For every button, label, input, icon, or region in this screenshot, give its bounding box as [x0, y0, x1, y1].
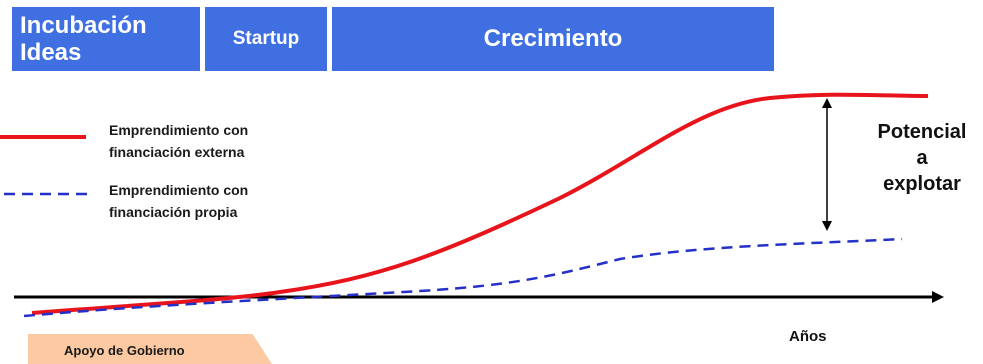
- government-support-banner: Apoyo de Gobierno: [28, 334, 272, 364]
- government-support-label: Apoyo de Gobierno: [64, 343, 185, 358]
- curve-own-financing: [23, 237, 903, 318]
- stage-incubacion-ideas: Incubación Ideas: [12, 7, 200, 71]
- potential-label: Potencial a explotar: [877, 121, 967, 195]
- x-axis-arrowhead: [932, 291, 944, 303]
- stage-crecimiento-label: Crecimiento: [483, 25, 623, 52]
- x-axis-label: Años: [789, 328, 827, 345]
- growth-diagram: [0, 92, 944, 318]
- stage-incubacion-label: Incubación Ideas: [20, 12, 147, 66]
- stage-startup-label: Startup: [232, 28, 300, 49]
- legend-label-own: Emprendimiento con financiación propia: [109, 182, 249, 220]
- stage-startup: Startup: [205, 7, 327, 71]
- curve-external-financing: [31, 92, 929, 315]
- legend-label-external: Emprendimiento con financiación externa: [109, 122, 249, 160]
- stage-crecimiento: Crecimiento: [332, 7, 774, 71]
